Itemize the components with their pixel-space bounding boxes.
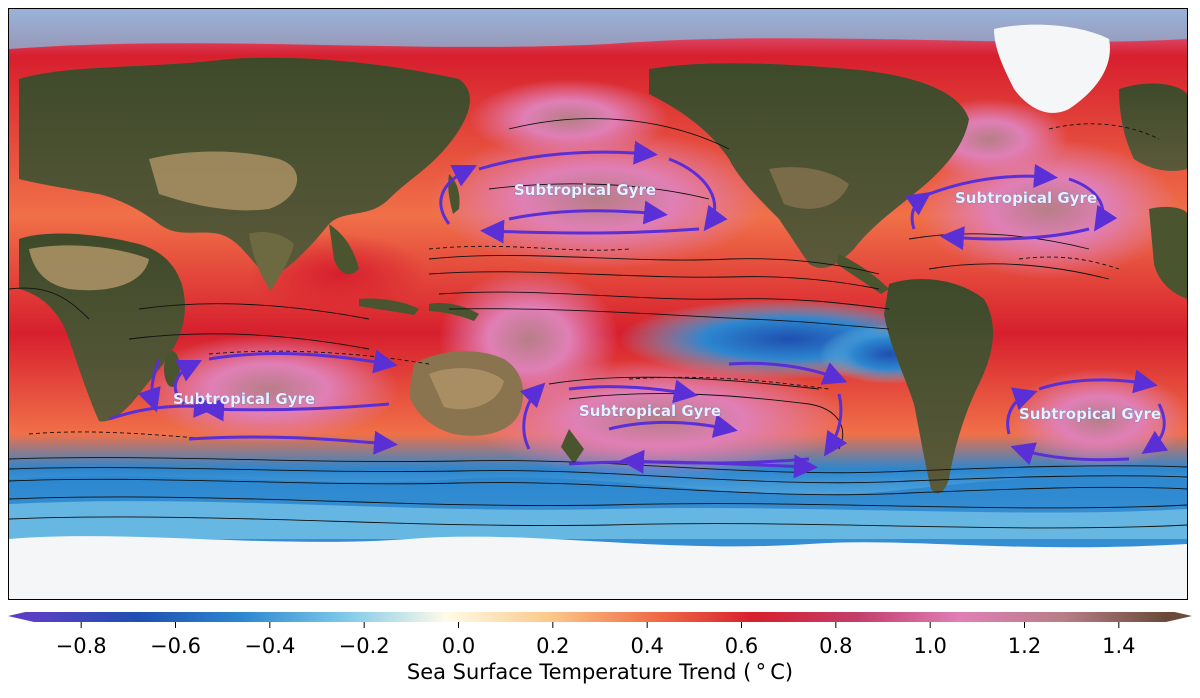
colorbar-tick-label: −0.6 [150, 634, 201, 658]
colorbar-tick-label: −0.8 [56, 634, 107, 658]
colorbar-extend-min [8, 610, 34, 622]
gyre-label-north-atlantic: Subtropical Gyre [955, 189, 1097, 207]
colorbar-tick-label: 0.4 [630, 634, 663, 658]
colorbar-tick-label: 1.0 [913, 634, 946, 658]
gyre-label-south-atlantic: Subtropical Gyre [1019, 405, 1161, 423]
colorbar-gradient [34, 610, 1166, 622]
colorbar-tick-label: 0.8 [819, 634, 852, 658]
gyre-arrows [108, 140, 1169, 479]
dashed-contours [28, 123, 1160, 440]
colorbar-tick-label: −0.2 [339, 634, 390, 658]
sst-trend-map: Subtropical Gyre Subtropical Gyre Subtro… [8, 8, 1188, 600]
arctic-strip [9, 9, 1187, 49]
colorbar-label: Sea Surface Temperature Trend ( ° C) [407, 660, 793, 684]
gyre-label-south-indian: Subtropical Gyre [173, 390, 315, 408]
colorbar-tick-label: 1.4 [1102, 634, 1135, 658]
colorbar-tick-label: 0.0 [442, 634, 475, 658]
southern-ocean-band [9, 474, 1187, 549]
colorbar-ticks: −0.8 −0.6 −0.4 −0.2 0.0 0.2 0.4 0.6 0.8 1.0 1.2 1.4 [56, 622, 1136, 658]
antarctica-landmass [9, 536, 1187, 599]
gyre-label-north-pacific: Subtropical Gyre [514, 181, 656, 199]
colorbar-extend-max [1166, 610, 1192, 622]
colorbar-tick-label: 0.2 [536, 634, 569, 658]
gyre-label-south-pacific: Subtropical Gyre [579, 402, 721, 420]
continents [19, 24, 1187, 494]
colorbar-tick-label: 0.6 [725, 634, 758, 658]
colorbar: −0.8 −0.6 −0.4 −0.2 0.0 0.2 0.4 0.6 0.8 1.0 1.2 1.4… [8, 610, 1192, 694]
colorbar-tick-label: 1.2 [1008, 634, 1041, 658]
colorbar-tick-label: −0.4 [244, 634, 295, 658]
